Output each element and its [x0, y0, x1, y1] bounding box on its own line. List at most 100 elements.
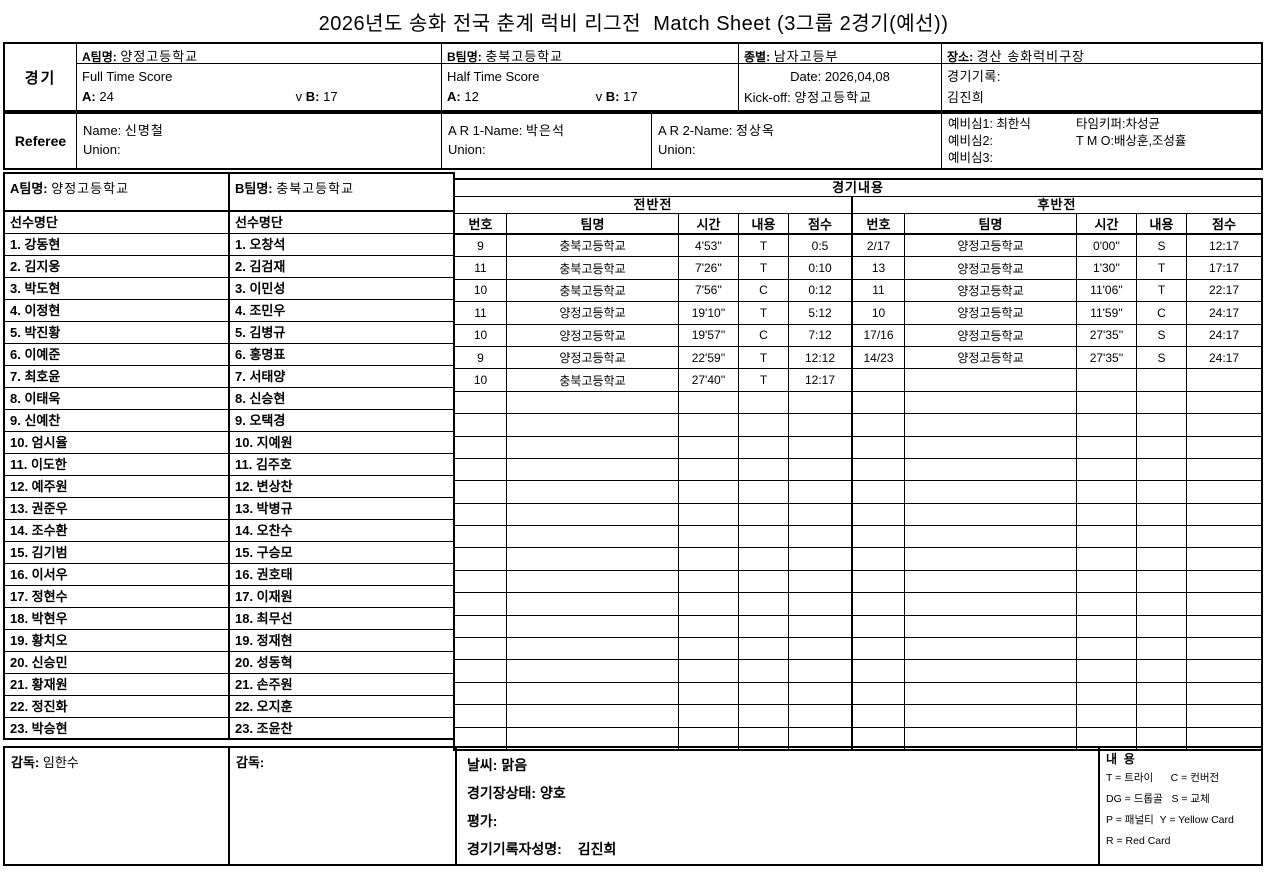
weather-value: 맑음: [501, 757, 528, 773]
log-score: [1187, 437, 1261, 458]
player-row: 20. 성동혁: [230, 652, 453, 674]
log-time: [1077, 526, 1137, 548]
log-number: 11: [853, 279, 905, 302]
log-score: [789, 705, 851, 726]
log-number: 2/17: [853, 235, 905, 257]
log-team: [507, 593, 679, 615]
col-time: 시간: [679, 214, 739, 233]
log-time: 27'40'': [679, 369, 739, 391]
log-type: [1137, 638, 1187, 660]
log-team: [905, 638, 1077, 660]
log-time: [1077, 436, 1137, 458]
team-a-player-list: 1. 강동현 2. 김지웅 3. 박도현 4. 이정현 5. 박진황 6. 이예준 7. 최…: [5, 234, 228, 739]
kickoff-label: Kick-off:: [744, 90, 791, 105]
half-time-score-cell: Half Time Score A: 12 v B: 17: [442, 64, 739, 110]
log-score: [789, 481, 851, 502]
log-number: [455, 526, 507, 548]
log-number: 11: [455, 302, 507, 324]
log-time: 27'35'': [1077, 324, 1137, 346]
log-score: 5:12: [808, 305, 832, 320]
log-score: [1187, 616, 1261, 637]
player-row: 4. 조민우: [230, 300, 453, 322]
log-team: 충북고등학교: [507, 369, 679, 391]
log-time: [679, 526, 739, 548]
log-row: 17/16 양정고등학교 27'35'' S 24:17: [853, 324, 1261, 347]
log-number: [853, 526, 905, 548]
log-team: [507, 481, 679, 503]
log-type: [739, 436, 789, 458]
log-number: [455, 705, 507, 727]
log-time: [679, 660, 739, 682]
player-row: 11. 김주호: [230, 454, 453, 476]
category-label: 종별:: [744, 50, 771, 64]
log-score: 0:10: [808, 261, 832, 276]
ar1-name: 박은석: [526, 123, 565, 138]
col-time: 시간: [1077, 214, 1137, 233]
player-row: 7. 최호윤: [5, 366, 228, 388]
referee-name-label: Name:: [83, 123, 122, 138]
log-team: 양정고등학교: [507, 346, 679, 369]
log-team: [507, 727, 679, 749]
match-log-title: 경기내용: [455, 180, 1261, 197]
log-number: [853, 660, 905, 682]
log-number: [853, 638, 905, 660]
log-score: [789, 526, 851, 547]
evaluation-label: 평가:: [467, 813, 498, 829]
log-row: 10 양정고등학교 11'59'' C 24:17: [853, 302, 1261, 325]
log-score: [1187, 392, 1261, 413]
player-row: 5. 김병규: [230, 322, 453, 344]
player-row: 21. 손주원: [230, 674, 453, 696]
log-team: [905, 682, 1077, 705]
player-row: 17. 정현수: [5, 586, 228, 608]
log-type: [739, 548, 789, 570]
log-number: [455, 727, 507, 749]
player-row: 6. 이예준: [5, 344, 228, 366]
log-number: [853, 615, 905, 638]
log-team: [507, 548, 679, 570]
log-type: T: [1137, 257, 1187, 279]
half-time-score-label: Half Time Score: [447, 69, 540, 84]
log-row: [853, 682, 1261, 706]
score-b-label: B:: [305, 89, 320, 104]
log-row: [853, 391, 1261, 415]
official-line: 예비심3:: [948, 150, 1255, 167]
first-half-label: 전반전: [455, 197, 851, 214]
player-row: 2. 김검재: [230, 256, 453, 278]
footer-section: 감독: 임한수 감독: 날씨: 맑음 경기장상태: 양호 평가: 경기기록자성명…: [3, 746, 1263, 866]
match-log-halves: 전반전 번호 팀명 시간 내용 점수 9 충북고등학교 4'53'' T 0:5: [455, 197, 1261, 749]
log-team: [507, 503, 679, 526]
log-time: 11'06'': [1077, 279, 1137, 302]
log-row: [853, 369, 1261, 392]
log-time: [1077, 705, 1137, 727]
col-type: 내용: [1137, 214, 1187, 233]
log-time: [679, 615, 739, 638]
log-team: [905, 481, 1077, 503]
player-row: 3. 박도현: [5, 278, 228, 300]
log-type: T: [739, 235, 789, 257]
log-number: [853, 548, 905, 570]
match-official: T M O:배상훈,조성휼: [1076, 134, 1187, 148]
log-type: [1137, 369, 1187, 391]
kickoff-line: Kick-off: 양정고등학교: [744, 88, 936, 108]
log-time: [1077, 503, 1137, 526]
player-row: 1. 강동현: [5, 234, 228, 256]
log-number: [455, 503, 507, 526]
second-half-table: 후반전 번호 팀명 시간 내용 점수 2/17 양정고등학교 0'00'' S …: [851, 197, 1261, 749]
log-row: [455, 593, 851, 616]
log-row: [455, 548, 851, 571]
player-row: 21. 황재원: [5, 674, 228, 696]
pitch-label: 경기장상태:: [467, 785, 537, 801]
log-team: [905, 391, 1077, 414]
venue-cell: 장소: 경산 송화럭비구장: [942, 44, 1261, 64]
log-type: T: [739, 302, 789, 324]
player-row: 7. 서태양: [230, 366, 453, 388]
player-row: 1. 오창석: [230, 234, 453, 256]
player-row: 11. 이도한: [5, 454, 228, 476]
log-type: T: [739, 257, 789, 279]
col-score: 점수: [808, 217, 832, 232]
player-row: 22. 오지훈: [230, 696, 453, 718]
referee-union-label: Union:: [83, 142, 121, 157]
log-team: [905, 548, 1077, 570]
referee-section-label: Referee: [5, 114, 77, 168]
